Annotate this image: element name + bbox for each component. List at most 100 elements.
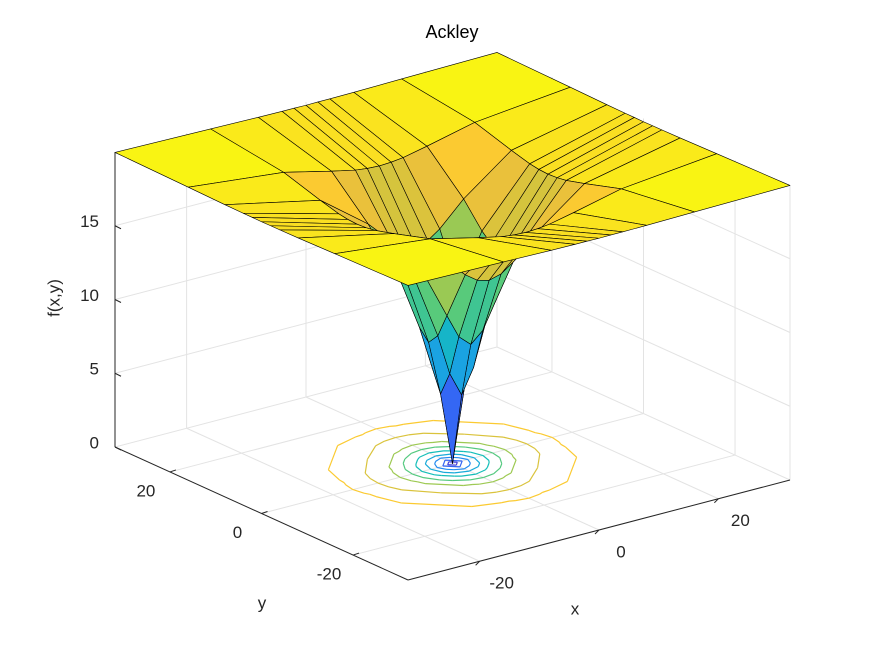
contour-line bbox=[535, 432, 542, 435]
contour-line bbox=[403, 419, 434, 425]
contour-line bbox=[479, 481, 493, 485]
contour-line bbox=[384, 436, 396, 442]
contour-line bbox=[419, 452, 430, 458]
contour-line bbox=[496, 488, 510, 493]
contour-line bbox=[548, 480, 568, 491]
contour-line bbox=[412, 442, 426, 446]
contour-line bbox=[560, 443, 566, 448]
contour-line bbox=[421, 446, 436, 451]
contour-line bbox=[487, 444, 494, 447]
contour-line bbox=[389, 425, 397, 427]
grid-line bbox=[352, 454, 736, 556]
x-axis-label: x bbox=[571, 599, 580, 618]
contour-line bbox=[467, 459, 471, 464]
x-tick bbox=[594, 529, 600, 535]
y-tick bbox=[352, 552, 360, 556]
contour-line bbox=[461, 454, 475, 459]
contour-line bbox=[345, 484, 354, 491]
contour-line bbox=[503, 423, 530, 431]
contour-line bbox=[458, 457, 468, 461]
contour-line bbox=[441, 440, 480, 444]
contour-line bbox=[337, 436, 357, 447]
contour-line bbox=[434, 461, 437, 465]
contour-line bbox=[437, 466, 447, 470]
contour-line bbox=[470, 451, 484, 457]
contour-line bbox=[441, 474, 455, 477]
contour-line bbox=[468, 462, 471, 466]
contour-line bbox=[551, 436, 560, 443]
contour-line bbox=[401, 444, 413, 450]
contour-line bbox=[465, 446, 482, 450]
contour-line bbox=[369, 493, 377, 498]
contour-line bbox=[363, 492, 370, 495]
contour-line bbox=[439, 479, 453, 482]
x-tick-label: 20 bbox=[731, 511, 750, 530]
contour-line bbox=[502, 475, 507, 479]
contour-line bbox=[365, 428, 377, 434]
contour-line bbox=[412, 473, 424, 479]
grid-line bbox=[496, 346, 791, 481]
contour-line bbox=[424, 463, 432, 470]
contour-line bbox=[486, 462, 490, 468]
contour-line bbox=[483, 473, 494, 479]
z-tick bbox=[114, 225, 122, 230]
y-tick bbox=[169, 469, 177, 473]
chart-title: Ackley bbox=[425, 22, 478, 42]
contour-line bbox=[475, 469, 486, 475]
contour-line bbox=[327, 469, 340, 481]
contour-line bbox=[493, 445, 506, 451]
contour-line bbox=[459, 460, 463, 468]
contour-line bbox=[411, 480, 418, 483]
contour-line bbox=[362, 432, 367, 436]
contour-line bbox=[343, 482, 347, 486]
contour-line bbox=[408, 432, 424, 436]
y-tick-label: 20 bbox=[136, 481, 155, 500]
contour-line bbox=[511, 454, 514, 458]
z-tick-label: 15 bbox=[80, 212, 99, 231]
contour-line bbox=[447, 461, 450, 465]
contour-line bbox=[528, 467, 538, 482]
contour-line bbox=[424, 460, 428, 465]
contour-line bbox=[463, 450, 471, 453]
contour-line bbox=[375, 496, 402, 504]
contour-line bbox=[501, 500, 510, 504]
contour-line bbox=[430, 468, 444, 473]
y-axis-label: y bbox=[258, 593, 267, 612]
contour-line bbox=[538, 491, 543, 495]
contour-line bbox=[339, 479, 345, 484]
contour-line bbox=[402, 458, 406, 464]
contour-line bbox=[432, 440, 442, 444]
z-tick bbox=[114, 446, 122, 451]
contour-line bbox=[481, 448, 493, 454]
contour-line bbox=[503, 436, 517, 441]
x-tick bbox=[475, 560, 480, 566]
contour-line bbox=[417, 456, 421, 460]
contour-line bbox=[471, 502, 502, 508]
contour-line bbox=[435, 457, 442, 462]
z-tick-label: 10 bbox=[80, 286, 99, 305]
z-tick bbox=[114, 372, 122, 377]
contour-line bbox=[473, 457, 481, 464]
contour-line bbox=[492, 452, 501, 459]
contour-line bbox=[463, 465, 470, 470]
x-tick-label: 0 bbox=[616, 542, 625, 561]
contour-line bbox=[364, 472, 371, 479]
contour-line bbox=[540, 433, 553, 438]
contour-line bbox=[434, 474, 442, 477]
contour-line bbox=[364, 459, 368, 474]
contour-line bbox=[528, 493, 540, 499]
contour-line bbox=[393, 450, 400, 455]
contour-line bbox=[327, 445, 339, 470]
contour-line bbox=[499, 463, 503, 469]
contour-line bbox=[469, 476, 484, 481]
contour-line bbox=[395, 434, 409, 439]
contour-line bbox=[440, 456, 452, 459]
contour-line bbox=[510, 459, 517, 474]
contour-line bbox=[433, 419, 504, 425]
contour-line bbox=[423, 477, 440, 481]
contour-line bbox=[461, 473, 476, 477]
contour-line bbox=[505, 472, 512, 477]
contour-line bbox=[468, 466, 479, 472]
contour-line bbox=[442, 465, 460, 468]
contour-line bbox=[479, 442, 488, 446]
